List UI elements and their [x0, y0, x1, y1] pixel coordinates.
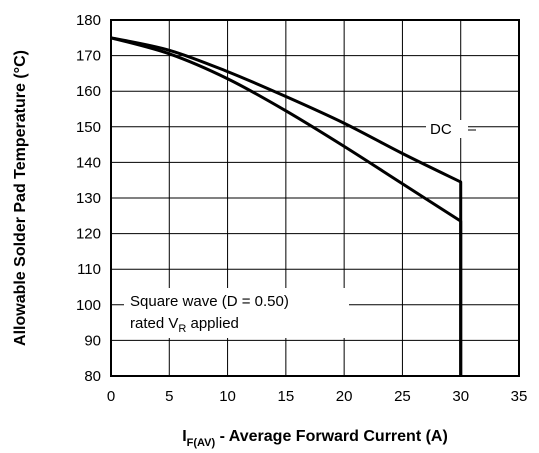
- annotation-group: DC Square wave (D = 0.50) rated VR appli…: [124, 120, 476, 338]
- x-tick-label: 30: [452, 388, 469, 405]
- square-wave-label-line1: Square wave (D = 0.50): [130, 293, 289, 310]
- y-tick-label: 140: [76, 154, 101, 171]
- dc-label: DC: [430, 121, 452, 138]
- plot-frame: [110, 19, 520, 377]
- square-wave-label-line2: rated VR applied: [130, 315, 239, 335]
- y-tick-label: 180: [76, 12, 101, 29]
- dc-label-background: [426, 120, 468, 138]
- square-wave-label-background: [124, 288, 349, 338]
- y-tick-label: 120: [76, 226, 101, 243]
- x-tick-label: 25: [394, 388, 411, 405]
- series-group: [110, 36, 463, 376]
- x-axis-title: IF(AV) - Average Forward Current (A): [182, 428, 448, 449]
- y-tick-label: 170: [76, 48, 101, 65]
- x-tick-label: 35: [511, 388, 528, 405]
- x-tick-label: 0: [107, 388, 115, 405]
- x-tick-label: 15: [278, 388, 295, 405]
- x-axis-title-subscript: F(AV): [187, 437, 216, 449]
- applied-text: applied: [186, 315, 239, 332]
- y-tick-label: 160: [76, 83, 101, 100]
- y-tick-label: 110: [77, 261, 101, 278]
- x-tick-label: 10: [219, 388, 236, 405]
- y-tick-label: 90: [84, 332, 101, 349]
- x-tick-label: 20: [336, 388, 353, 405]
- y-tick-label: 150: [76, 119, 101, 136]
- y-tick-label: 80: [84, 368, 101, 385]
- series-line-square-wave: [110, 36, 463, 376]
- y-tick-labels: 80 90 100 110 120 130 140 150 160 170 180: [76, 12, 101, 385]
- rated-v-text: rated V: [130, 315, 178, 332]
- x-axis-title-rest: - Average Forward Current (A): [215, 428, 448, 445]
- y-tick-label: 130: [76, 190, 101, 207]
- x-axis-title-main: I: [182, 428, 186, 445]
- rated-v-subscript: R: [178, 323, 186, 335]
- y-tick-label: 100: [76, 297, 101, 314]
- x-tick-labels: 0 5 10 15 20 25 30 35: [107, 388, 528, 405]
- y-axis-title: Allowable Solder Pad Temperature (°C): [12, 50, 29, 346]
- series-line-dc: [110, 36, 463, 376]
- x-tick-label: 5: [165, 388, 173, 405]
